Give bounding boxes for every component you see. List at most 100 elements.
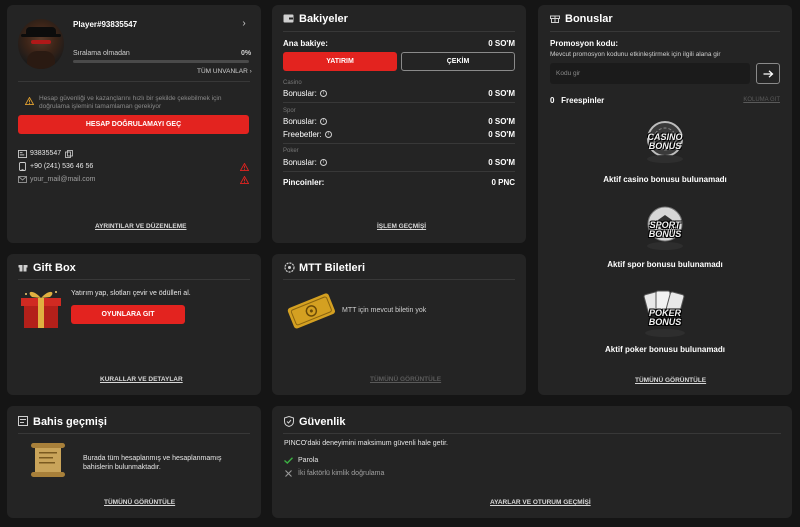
- withdraw-button[interactable]: ÇEKİM: [401, 52, 515, 71]
- freebet-row: Freebetler: i: [283, 130, 332, 139]
- giftbox-title: Gift Box: [33, 262, 76, 274]
- sport-bonus-row: Bonuslar: i: [283, 117, 327, 126]
- security-intro: PINCO'daki deneyimini maksimum güvenli h…: [284, 440, 448, 447]
- sport-bonus-label: Bonuslar:: [283, 117, 317, 126]
- balances-card: Bakiyeler Ana bakiye: 0 SO'M YATIRIM ÇEK…: [272, 5, 526, 243]
- bet-history-view-all-link[interactable]: TÜMÜNÜ GÖRÜNTÜLE: [104, 499, 176, 506]
- freespin-count: 0: [550, 96, 555, 105]
- casino-bonus-empty-text: Aktif casino bonusu bulunamadı: [603, 175, 727, 184]
- poker-bonus-empty-text: Aktif poker bonusu bulunamadı: [604, 345, 725, 354]
- security-title: Güvenlik: [299, 416, 346, 428]
- mail-icon: [18, 176, 27, 183]
- player-id: 93835547: [30, 150, 62, 157]
- casino-bonus-value: 0 SO'M: [488, 89, 515, 98]
- pincoins-label: Pincoinler:: [283, 178, 325, 187]
- freespin-label: Freespinler: [561, 96, 605, 105]
- promo-submit-button[interactable]: [756, 63, 780, 84]
- divider: [283, 171, 515, 172]
- poker-bonus-label: Bonuslar:: [283, 158, 317, 167]
- mtt-card: MTT Biletleri MTT için mevcut biletin yo…: [272, 254, 526, 395]
- mtt-title: MTT Biletleri: [299, 262, 366, 274]
- casino-logo-top: CASINO: [647, 132, 683, 142]
- casino-bonus-row: Bonuslar: i: [283, 89, 327, 98]
- casino-logo-bottom: BONUS: [648, 141, 682, 151]
- casino-section-label: Casino: [283, 80, 302, 86]
- email-address: your_mail@mail.com: [30, 176, 96, 183]
- poker-logo-top: POKER: [648, 308, 681, 318]
- poker-section-label: Poker: [283, 148, 299, 154]
- transaction-history-link[interactable]: İŞLEM GEÇMİŞİ: [377, 223, 427, 230]
- settings-and-sessions-link[interactable]: AYARLAR VE OTURUM GEÇMİŞİ: [490, 499, 591, 506]
- divider: [550, 31, 780, 32]
- mtt-view-all-link[interactable]: TÜMÜNÜ GÖRÜNTÜLE: [370, 376, 442, 383]
- password-status: Parola: [298, 457, 319, 464]
- ticket-icon: [284, 262, 295, 273]
- poker-bonus-row: Bonuslar: i: [283, 158, 327, 167]
- all-titles-link[interactable]: TÜM UNVANLAR ›: [197, 68, 252, 75]
- details-and-edit-link[interactable]: AYRINTILAR VE DÜZENLEME: [95, 223, 187, 230]
- chevron-right-icon[interactable]: ›: [242, 17, 246, 29]
- golden-ticket-image: [287, 293, 335, 329]
- main-balance-label: Ana bakiye:: [283, 39, 328, 48]
- divider: [283, 433, 781, 434]
- freespin-view-link[interactable]: KOLUMA GIT: [743, 97, 780, 103]
- deposit-button[interactable]: YATIRIM: [283, 52, 397, 71]
- promo-code-label: Promosyon kodu:: [550, 39, 619, 48]
- soccer-ball-icon: [647, 206, 683, 250]
- bonuses-card: Bonuslar Promosyon kodu: Mevcut promosyo…: [538, 5, 792, 395]
- divider: [283, 31, 515, 32]
- poker-bonus-value: 0 SO'M: [488, 158, 515, 167]
- arrow-right-icon: [763, 69, 773, 78]
- bet-history-title: Bahis geçmişi: [33, 416, 107, 428]
- two-factor-status: İki faktörlü kimlik doğrulama: [298, 470, 385, 477]
- info-icon[interactable]: i: [319, 118, 327, 126]
- cross-icon: [285, 470, 292, 477]
- player-name: Player#93835547: [73, 20, 138, 29]
- sport-section-label: Spor: [283, 108, 296, 114]
- bonuses-view-all-link[interactable]: TÜMÜNÜ GÖRÜNTÜLE: [635, 377, 707, 384]
- freebet-label: Freebetler:: [283, 130, 322, 139]
- sport-bonus-value: 0 SO'M: [488, 117, 515, 126]
- verify-account-button[interactable]: HESAP DOĞRULAMAYI GEÇ: [18, 115, 249, 134]
- avatar: [18, 19, 64, 69]
- gift-icon: [18, 265, 28, 272]
- rules-and-details-link[interactable]: KURALLAR VE DETAYLAR: [100, 376, 183, 383]
- check-icon: [284, 457, 293, 464]
- info-icon[interactable]: i: [319, 90, 327, 98]
- bonuses-title: Bonuslar: [565, 13, 613, 25]
- gift-icon: [550, 15, 560, 23]
- all-titles-label: TÜM UNVANLAR: [197, 68, 248, 75]
- divider: [283, 102, 515, 103]
- go-to-games-button[interactable]: OYUNLARA GIT: [71, 305, 185, 324]
- casino-bonus-label: Bonuslar:: [283, 89, 317, 98]
- mtt-empty-text: MTT için mevcut biletin yok: [342, 307, 427, 314]
- sport-logo-bottom: BONUS: [648, 229, 682, 239]
- giftbox-card: Gift Box Yatırım yap, slotları çevir ve …: [7, 254, 261, 395]
- divider: [283, 143, 515, 144]
- phone-icon: [19, 162, 26, 171]
- rank-progress-bar: [73, 60, 249, 63]
- warning-icon: [25, 97, 34, 105]
- scroll-image: [31, 443, 65, 477]
- casino-bonus-logo: CASINO BONUS: [638, 119, 692, 165]
- info-icon[interactable]: i: [324, 131, 332, 139]
- bet-history-text-line2: bahislerin bulunmaktadır.: [83, 464, 161, 471]
- playing-cards-icon: [643, 290, 685, 337]
- freebet-value: 0 SO'M: [488, 130, 515, 139]
- info-icon[interactable]: i: [319, 159, 327, 167]
- receipt-icon: [18, 416, 28, 426]
- poker-bonus-logo: POKER BONUS: [636, 289, 694, 339]
- rank-percent: 0%: [241, 50, 252, 57]
- divider: [18, 81, 250, 82]
- balances-title: Bakiyeler: [299, 13, 348, 25]
- promo-code-input[interactable]: Kodu gir: [550, 63, 750, 84]
- copy-icon[interactable]: [65, 150, 73, 158]
- gift-box-image: [21, 291, 61, 328]
- profile-card: Player#93835547 › Sıralama olmadan 0% TÜ…: [7, 5, 261, 243]
- sport-bonus-logo: SPORT BONUS: [638, 204, 692, 252]
- wallet-icon: [283, 14, 294, 23]
- divider: [18, 433, 250, 434]
- promo-code-hint: Mevcut promosyon kodunu etkinleştirmek i…: [550, 51, 721, 58]
- sport-logo-top: SPORT: [649, 220, 681, 230]
- bet-history-text-line1: Burada tüm hesaplanmış ve hesaplanmamış: [83, 455, 222, 462]
